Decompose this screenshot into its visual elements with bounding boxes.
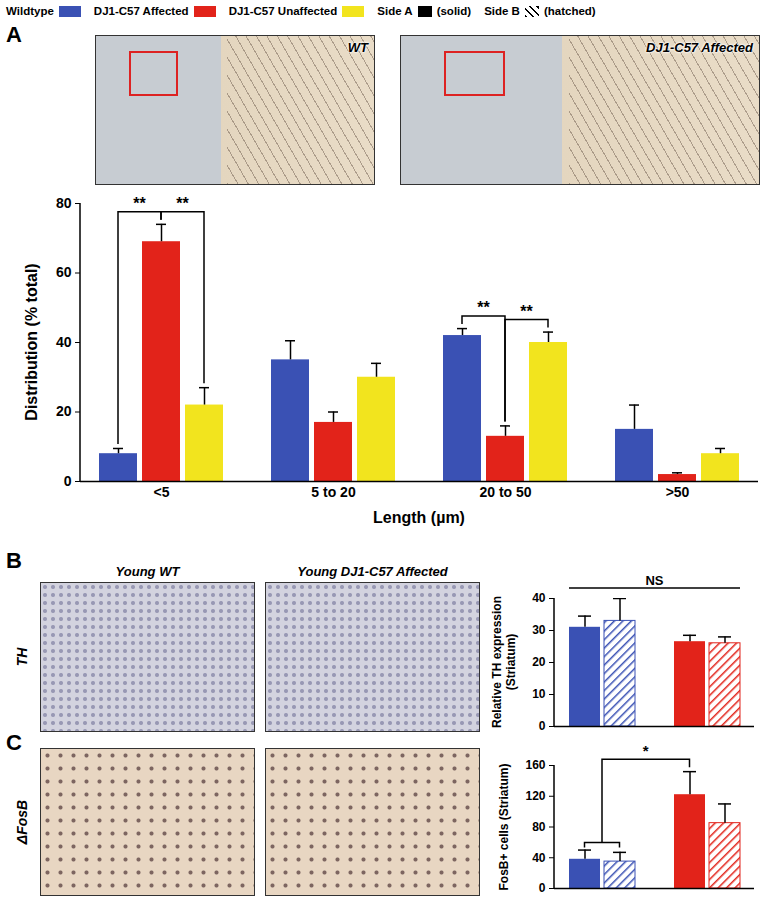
- svg-text:40: 40: [56, 334, 72, 350]
- svg-text:60: 60: [56, 264, 72, 280]
- html-text:Young WT: Young WT: [115, 564, 180, 579]
- svg-text:10: 10: [532, 687, 546, 701]
- html-text:(hatched): (hatched): [543, 5, 596, 17]
- html-text:DJ1-C57 Affected: DJ1-C57 Affected: [646, 40, 753, 55]
- html-text:Relative TH expression (Striat: Relative TH expression (Striatum): [490, 596, 518, 728]
- html-text:DJ1-C57 Unaffected: DJ1-C57 Unaffected: [228, 5, 338, 17]
- svg-text:NS: NS: [645, 573, 663, 588]
- svg-text:5 to 20: 5 to 20: [311, 484, 356, 500]
- svg-text:160: 160: [525, 758, 545, 772]
- svg-text:**: **: [133, 195, 146, 212]
- svg-text:>50: >50: [666, 484, 690, 500]
- html-text:B: B: [6, 548, 22, 573]
- html-text:(solid): (solid): [436, 5, 472, 17]
- html-text:Side B: Side B: [484, 5, 520, 17]
- svg-text:80: 80: [532, 820, 546, 834]
- html-text:ΔFosB: ΔFosB: [14, 799, 30, 845]
- svg-text:**: **: [176, 195, 189, 212]
- svg-text:120: 120: [525, 789, 545, 803]
- html-text:A: A: [6, 22, 22, 47]
- svg-text:40: 40: [532, 851, 546, 865]
- svg-text:20: 20: [56, 403, 72, 419]
- svg-text:0: 0: [539, 881, 546, 895]
- svg-text:*: *: [643, 742, 649, 759]
- svg-text:20 to 50: 20 to 50: [479, 484, 531, 500]
- svg-text:0: 0: [64, 473, 72, 489]
- html-text:DJ1-C57 Affected: DJ1-C57 Affected: [93, 5, 189, 17]
- html-text:WT: WT: [347, 40, 368, 55]
- html-text:Length (µm): Length (µm): [373, 509, 465, 526]
- html-text:Young DJ1-C57 Affected: Young DJ1-C57 Affected: [297, 564, 448, 579]
- html-text:Side A: Side A: [377, 5, 413, 17]
- svg-text:**: **: [477, 299, 490, 316]
- html-text:Wildtype: Wildtype: [6, 5, 54, 17]
- svg-text:**: **: [520, 303, 533, 320]
- html-text:Distribution (% total): Distribution (% total): [22, 263, 40, 421]
- svg-text:80: 80: [56, 195, 72, 211]
- svg-text:20: 20: [532, 655, 546, 669]
- html-text:C: C: [6, 730, 22, 755]
- svg-text:30: 30: [532, 623, 546, 637]
- svg-text:<5: <5: [154, 484, 170, 500]
- html-text:TH: TH: [14, 647, 30, 667]
- svg-text:40: 40: [532, 591, 546, 605]
- html-text:FosB+ cells (Striatum): FosB+ cells (Striatum): [497, 763, 512, 890]
- svg-text:0: 0: [539, 719, 546, 733]
